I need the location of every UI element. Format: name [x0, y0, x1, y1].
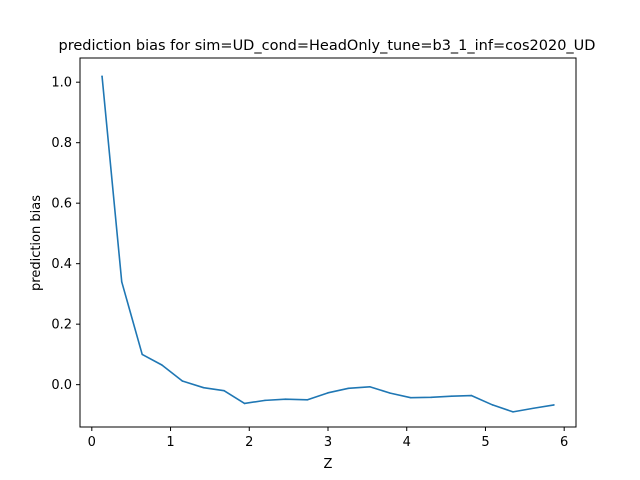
chart-title: prediction bias for sim=UD_cond=HeadOnly…	[59, 38, 596, 54]
data-point	[243, 402, 246, 405]
y-axis-label: prediction bias	[29, 195, 44, 291]
y-tick-label: 1.0	[51, 76, 72, 91]
data-point	[327, 392, 329, 394]
data-point	[101, 75, 103, 77]
x-tick-label: 2	[245, 435, 253, 450]
x-tick-label: 5	[481, 435, 489, 450]
data-point	[161, 364, 163, 366]
y-tick-label: 0.4	[51, 257, 72, 272]
data-point	[470, 394, 473, 397]
y-tick-label: 0.8	[51, 136, 72, 151]
plot-frame	[79, 57, 577, 428]
axis-ticks: 0 1 2 3 4 5 6 0.0 0.2 0.4 0.6 0.8 1.0	[51, 76, 568, 450]
y-tick-label: 0.2	[51, 318, 72, 333]
data-point	[491, 404, 494, 406]
data-point	[284, 398, 287, 400]
data-point	[141, 353, 143, 356]
data-point	[450, 395, 453, 397]
data-point	[409, 396, 412, 399]
x-axis-label: Z	[324, 457, 333, 472]
data-point	[347, 387, 350, 390]
data-point	[389, 392, 392, 394]
y-tick-label: 0.6	[51, 197, 72, 212]
data-point	[532, 407, 535, 410]
x-tick-label: 1	[166, 435, 174, 450]
x-tick-label: 0	[88, 435, 96, 450]
data-point	[223, 389, 225, 392]
plot-area	[101, 75, 555, 413]
data-point	[202, 386, 205, 389]
data-point	[553, 404, 555, 406]
series-line	[101, 76, 555, 413]
x-tick-label: 4	[403, 435, 411, 450]
data-point	[120, 281, 123, 283]
data-point	[306, 398, 309, 401]
data-point	[368, 385, 371, 388]
data-point	[181, 380, 184, 382]
data-point	[512, 411, 514, 413]
y-tick-label: 0.0	[51, 378, 72, 393]
x-tick-label: 6	[560, 435, 568, 450]
data-point	[264, 399, 266, 402]
data-point	[430, 396, 432, 399]
x-tick-label: 3	[324, 435, 332, 450]
